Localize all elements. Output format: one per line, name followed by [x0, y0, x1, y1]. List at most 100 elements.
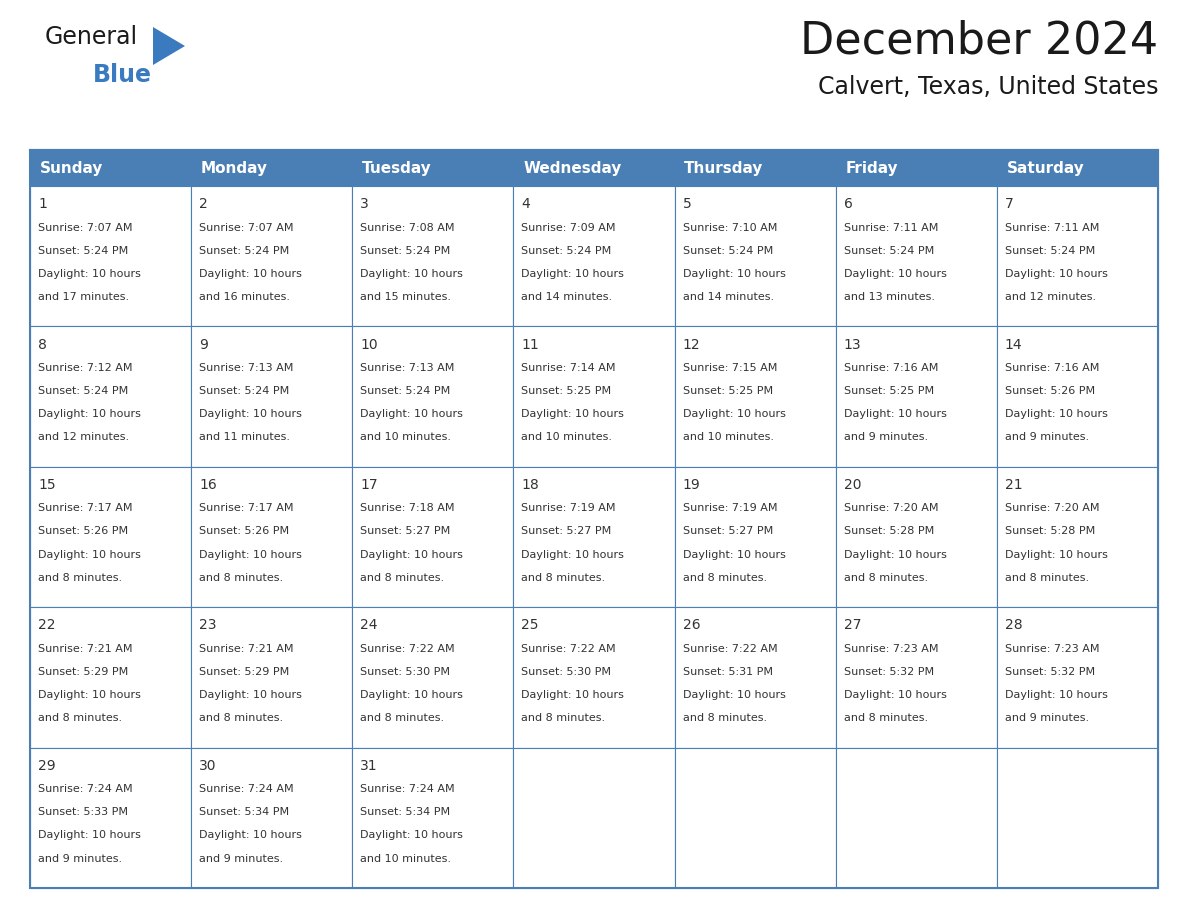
Text: Sunset: 5:24 PM: Sunset: 5:24 PM [683, 246, 773, 256]
Bar [353, 607, 513, 747]
Text: Daylight: 10 hours: Daylight: 10 hours [360, 831, 463, 841]
Text: Sunrise: 7:07 AM: Sunrise: 7:07 AM [200, 222, 293, 232]
Bar [513, 466, 675, 607]
Text: Daylight: 10 hours: Daylight: 10 hours [843, 409, 947, 420]
Text: and 8 minutes.: and 8 minutes. [683, 573, 766, 583]
Bar [997, 607, 1158, 747]
Text: and 12 minutes.: and 12 minutes. [38, 432, 129, 442]
Text: Daylight: 10 hours: Daylight: 10 hours [200, 269, 302, 279]
Text: Sunrise: 7:16 AM: Sunrise: 7:16 AM [843, 363, 939, 373]
Text: Sunset: 5:24 PM: Sunset: 5:24 PM [522, 246, 612, 256]
Bar [835, 747, 997, 888]
Polygon shape [153, 27, 185, 65]
Bar [191, 327, 353, 466]
Text: 18: 18 [522, 478, 539, 492]
Text: and 9 minutes.: and 9 minutes. [38, 854, 122, 864]
Text: Daylight: 10 hours: Daylight: 10 hours [683, 269, 785, 279]
Bar [513, 150, 675, 186]
Text: and 16 minutes.: and 16 minutes. [200, 292, 290, 302]
Text: Sunrise: 7:11 AM: Sunrise: 7:11 AM [843, 222, 939, 232]
Text: 15: 15 [38, 478, 56, 492]
Text: Sunrise: 7:22 AM: Sunrise: 7:22 AM [360, 644, 455, 654]
Text: Sunset: 5:25 PM: Sunset: 5:25 PM [683, 386, 772, 396]
Text: and 8 minutes.: and 8 minutes. [38, 713, 122, 723]
Text: 30: 30 [200, 759, 216, 773]
Bar [997, 466, 1158, 607]
Text: and 8 minutes.: and 8 minutes. [1005, 573, 1089, 583]
Text: 25: 25 [522, 619, 539, 633]
Text: Sunrise: 7:12 AM: Sunrise: 7:12 AM [38, 363, 133, 373]
Text: Daylight: 10 hours: Daylight: 10 hours [200, 831, 302, 841]
Text: December 2024: December 2024 [800, 20, 1158, 63]
Text: Daylight: 10 hours: Daylight: 10 hours [1005, 409, 1107, 420]
Bar [30, 607, 191, 747]
Bar [191, 150, 353, 186]
Text: 7: 7 [1005, 197, 1013, 211]
Text: and 15 minutes.: and 15 minutes. [360, 292, 451, 302]
Text: 2: 2 [200, 197, 208, 211]
Bar [353, 747, 513, 888]
Bar [675, 466, 835, 607]
Text: Sunrise: 7:19 AM: Sunrise: 7:19 AM [522, 503, 617, 513]
Text: Sunrise: 7:13 AM: Sunrise: 7:13 AM [200, 363, 293, 373]
Text: Wednesday: Wednesday [523, 161, 621, 175]
Text: Sunrise: 7:15 AM: Sunrise: 7:15 AM [683, 363, 777, 373]
Bar [30, 150, 1158, 888]
Text: Sunset: 5:33 PM: Sunset: 5:33 PM [38, 807, 128, 817]
Text: Sunset: 5:24 PM: Sunset: 5:24 PM [843, 246, 934, 256]
Text: Daylight: 10 hours: Daylight: 10 hours [200, 409, 302, 420]
Text: 23: 23 [200, 619, 216, 633]
Bar [30, 186, 191, 327]
Text: 5: 5 [683, 197, 691, 211]
Bar [513, 327, 675, 466]
Text: 26: 26 [683, 619, 700, 633]
Text: Sunrise: 7:19 AM: Sunrise: 7:19 AM [683, 503, 777, 513]
Text: Sunset: 5:30 PM: Sunset: 5:30 PM [360, 666, 450, 677]
Text: and 8 minutes.: and 8 minutes. [522, 713, 606, 723]
Text: 8: 8 [38, 338, 48, 352]
Text: Sunrise: 7:21 AM: Sunrise: 7:21 AM [200, 644, 293, 654]
Text: Daylight: 10 hours: Daylight: 10 hours [683, 550, 785, 560]
Bar [30, 747, 191, 888]
Text: Sunrise: 7:18 AM: Sunrise: 7:18 AM [360, 503, 455, 513]
Text: 21: 21 [1005, 478, 1023, 492]
Text: Sunrise: 7:09 AM: Sunrise: 7:09 AM [522, 222, 617, 232]
Bar [191, 466, 353, 607]
Text: Daylight: 10 hours: Daylight: 10 hours [683, 409, 785, 420]
Text: Sunset: 5:24 PM: Sunset: 5:24 PM [360, 386, 450, 396]
Text: and 14 minutes.: and 14 minutes. [683, 292, 773, 302]
Text: and 10 minutes.: and 10 minutes. [360, 432, 451, 442]
Bar [835, 186, 997, 327]
Text: and 8 minutes.: and 8 minutes. [360, 713, 444, 723]
Bar [353, 466, 513, 607]
Text: Saturday: Saturday [1006, 161, 1085, 175]
Bar [997, 150, 1158, 186]
Text: Sunrise: 7:21 AM: Sunrise: 7:21 AM [38, 644, 133, 654]
Text: Daylight: 10 hours: Daylight: 10 hours [38, 550, 141, 560]
Text: Sunrise: 7:24 AM: Sunrise: 7:24 AM [200, 784, 293, 794]
Bar [191, 607, 353, 747]
Text: Sunrise: 7:20 AM: Sunrise: 7:20 AM [843, 503, 939, 513]
Text: Sunset: 5:26 PM: Sunset: 5:26 PM [200, 526, 290, 536]
Bar [835, 150, 997, 186]
Text: Sunset: 5:32 PM: Sunset: 5:32 PM [1005, 666, 1095, 677]
Text: 28: 28 [1005, 619, 1023, 633]
Text: Blue: Blue [93, 63, 152, 87]
Text: and 9 minutes.: and 9 minutes. [200, 854, 283, 864]
Text: 6: 6 [843, 197, 853, 211]
Bar [191, 186, 353, 327]
Text: Sunset: 5:28 PM: Sunset: 5:28 PM [1005, 526, 1095, 536]
Text: Sunrise: 7:22 AM: Sunrise: 7:22 AM [683, 644, 777, 654]
Text: and 10 minutes.: and 10 minutes. [522, 432, 613, 442]
Text: and 8 minutes.: and 8 minutes. [360, 573, 444, 583]
Bar [997, 327, 1158, 466]
Bar [675, 607, 835, 747]
Text: Sunset: 5:34 PM: Sunset: 5:34 PM [360, 807, 450, 817]
Bar [191, 747, 353, 888]
Text: Daylight: 10 hours: Daylight: 10 hours [843, 690, 947, 700]
Bar [675, 327, 835, 466]
Text: Sunset: 5:29 PM: Sunset: 5:29 PM [200, 666, 290, 677]
Text: Sunrise: 7:10 AM: Sunrise: 7:10 AM [683, 222, 777, 232]
Text: Sunrise: 7:23 AM: Sunrise: 7:23 AM [843, 644, 939, 654]
Text: 10: 10 [360, 338, 378, 352]
